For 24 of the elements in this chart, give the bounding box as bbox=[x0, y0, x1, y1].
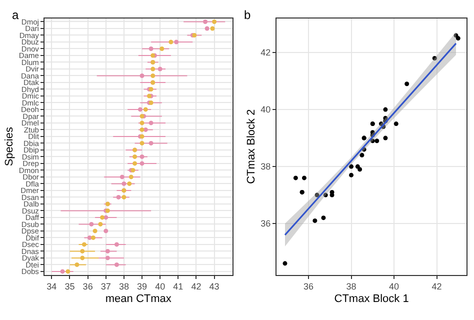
x-tick-label: 42 bbox=[191, 282, 202, 292]
x-tick-label: 38 bbox=[346, 282, 356, 292]
y-tick-label: 40 bbox=[260, 104, 271, 115]
y-tick-label: 38 bbox=[260, 162, 271, 172]
x-tick-label: 41 bbox=[173, 282, 184, 292]
x-tick-label: 42 bbox=[432, 282, 442, 292]
y-axis-title: Species bbox=[4, 126, 16, 166]
text: a bbox=[12, 8, 19, 22]
x-tick-label: 34 bbox=[46, 282, 57, 292]
x-tick-label: 36 bbox=[303, 282, 314, 292]
y-axis-title: CTmax Block 2 bbox=[245, 109, 258, 184]
y-tick-label: 36 bbox=[260, 218, 271, 229]
x-tick-label: 40 bbox=[388, 282, 400, 292]
x-tick-label: 36 bbox=[82, 282, 93, 292]
text: b bbox=[244, 8, 251, 22]
x-tick-label: 43 bbox=[209, 282, 220, 292]
x-tick-label: 35 bbox=[64, 282, 75, 292]
x-axis-title: CTmax Block 1 bbox=[334, 292, 409, 305]
x-axis-title: mean CTmax bbox=[105, 292, 172, 305]
x-tick-label: 39 bbox=[137, 282, 148, 292]
x-tick-label: 38 bbox=[118, 282, 129, 292]
y-tick-label: 42 bbox=[260, 48, 271, 58]
x-tick-label: 40 bbox=[155, 282, 166, 292]
x-tick-label: 37 bbox=[100, 282, 111, 292]
